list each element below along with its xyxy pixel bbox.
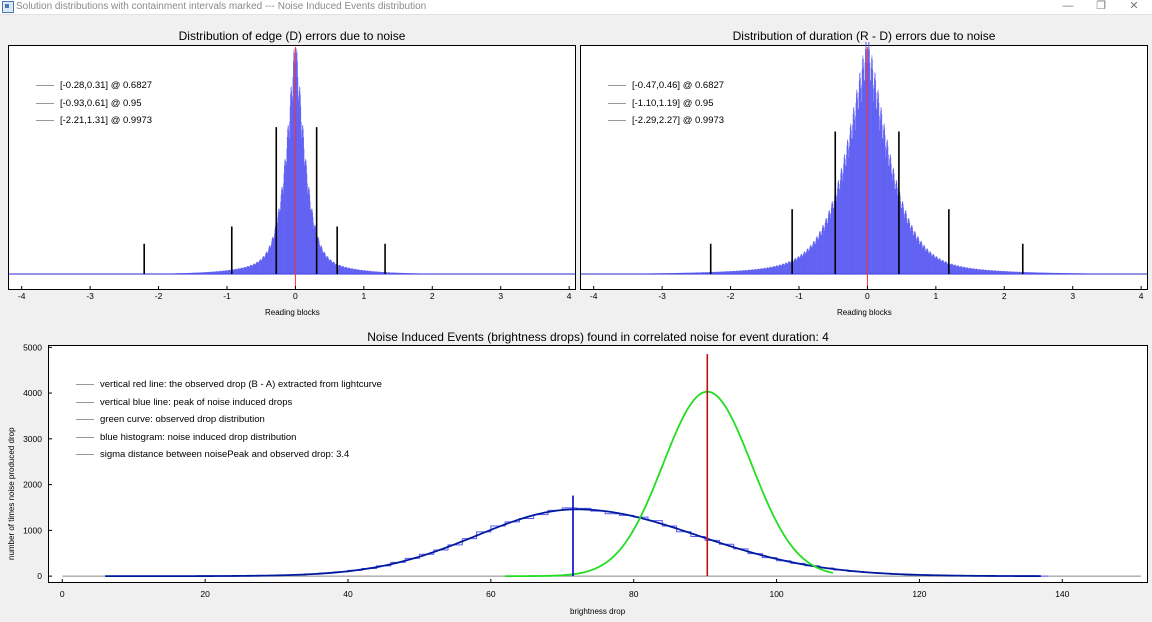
legend-swatch bbox=[76, 401, 94, 403]
x-tick-label: 40 bbox=[343, 589, 353, 599]
chart-title: Distribution of edge (D) errors due to n… bbox=[178, 29, 406, 43]
legend-swatch bbox=[36, 85, 54, 86]
legend-swatch bbox=[36, 102, 54, 104]
legend-swatch bbox=[608, 85, 626, 86]
x-tick-label: -1 bbox=[795, 291, 803, 301]
x-tick-label: -3 bbox=[86, 291, 94, 301]
close-button[interactable]: ✕ bbox=[1129, 0, 1139, 12]
x-tick-label: 2 bbox=[430, 291, 435, 301]
maximize-button[interactable]: ❐ bbox=[1096, 0, 1106, 12]
legend-label: [-1.10,1.19] @ 0.95 bbox=[632, 97, 714, 109]
y-tick-label: 3000 bbox=[23, 434, 42, 444]
legend-swatch bbox=[608, 120, 626, 121]
x-tick-label: -4 bbox=[590, 291, 598, 301]
x-tick-label: 3 bbox=[1070, 291, 1075, 301]
x-tick-label: 20 bbox=[200, 589, 210, 599]
y-tick-label: 5000 bbox=[23, 342, 42, 352]
window-title: Solution distributions with containment … bbox=[16, 1, 427, 12]
x-tick-label: -2 bbox=[155, 291, 163, 301]
minimize-button[interactable]: — bbox=[1062, 0, 1074, 12]
noise-histogram-steps bbox=[105, 507, 1048, 577]
x-axis-label: brightness drop bbox=[570, 607, 626, 616]
x-axis-label: Reading blocks bbox=[837, 308, 892, 317]
legend-label: vertical red line: the observed drop (B … bbox=[100, 379, 382, 390]
x-tick-label: -4 bbox=[18, 291, 26, 301]
y-tick-label: 1000 bbox=[23, 525, 42, 535]
x-axis-label: Reading blocks bbox=[265, 308, 320, 317]
x-tick-label: 80 bbox=[629, 589, 639, 599]
legend-label: [-0.28,0.31] @ 0.6827 bbox=[60, 80, 153, 91]
chart-title: Noise Induced Events (brightness drops) … bbox=[367, 330, 829, 344]
legend-label: blue histogram: noise induced drop distr… bbox=[100, 431, 297, 443]
observed-drop-curve bbox=[505, 390, 834, 578]
legend-swatch bbox=[76, 454, 94, 455]
x-tick-label: 1 bbox=[361, 291, 366, 301]
x-tick-label: 60 bbox=[486, 589, 496, 599]
legend-label: vertical blue line: peak of noise induce… bbox=[100, 396, 293, 408]
y-tick-label: 2000 bbox=[23, 480, 42, 490]
x-tick-label: 120 bbox=[912, 589, 926, 599]
x-tick-label: 0 bbox=[865, 291, 870, 301]
x-tick-label: 4 bbox=[567, 291, 572, 301]
x-tick-label: 140 bbox=[1055, 589, 1069, 599]
app-icon bbox=[2, 1, 14, 13]
x-tick-label: -1 bbox=[223, 291, 231, 301]
legend-swatch bbox=[36, 120, 54, 121]
x-tick-label: -3 bbox=[658, 291, 666, 301]
x-tick-label: -2 bbox=[727, 291, 735, 301]
legend-swatch bbox=[608, 102, 626, 104]
y-tick-label: 0 bbox=[37, 571, 42, 581]
legend-label: [-0.47,0.46] @ 0.6827 bbox=[632, 80, 725, 91]
legend-label: green curve: observed drop distribution bbox=[100, 414, 265, 425]
window-titlebar[interactable]: Solution distributions with containment … bbox=[0, 0, 1152, 15]
y-axis-label: number of times noise produced drop bbox=[7, 427, 16, 560]
legend-label: sigma distance between noisePeak and obs… bbox=[100, 449, 350, 460]
legend-label: [-2.29,2.27] @ 0.9973 bbox=[632, 115, 725, 126]
plot-area bbox=[48, 345, 1148, 583]
legend-swatch bbox=[76, 419, 94, 420]
x-tick-label: 100 bbox=[769, 589, 783, 599]
x-tick-label: 0 bbox=[293, 291, 298, 301]
legend-label: [-2.21,1.31] @ 0.9973 bbox=[60, 115, 153, 126]
x-tick-label: 4 bbox=[1139, 291, 1144, 301]
chart-title: Distribution of duration (R - D) errors … bbox=[732, 29, 996, 43]
legend-swatch bbox=[76, 384, 94, 385]
x-tick-label: 0 bbox=[60, 589, 65, 599]
x-tick-label: 3 bbox=[498, 291, 503, 301]
x-tick-label: 1 bbox=[933, 291, 938, 301]
legend-swatch bbox=[76, 436, 94, 438]
x-tick-label: 2 bbox=[1002, 291, 1007, 301]
y-tick-label: 4000 bbox=[23, 388, 42, 398]
legend-label: [-0.93,0.61] @ 0.95 bbox=[60, 97, 142, 109]
